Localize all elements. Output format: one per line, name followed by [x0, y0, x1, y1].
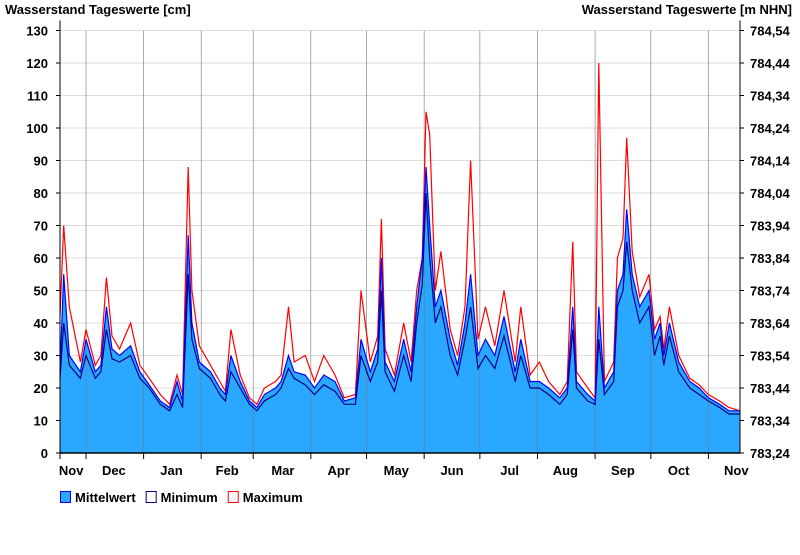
y-tick-label-left: 100 [26, 121, 48, 136]
x-month-label: Sep [611, 463, 635, 478]
y-tick-label-right: 783,94 [750, 219, 791, 234]
y-tick-label-left: 0 [41, 446, 48, 461]
mean-area [60, 167, 740, 453]
x-month-label: Feb [216, 463, 239, 478]
x-month-label: Dec [102, 463, 126, 478]
y-tick-label-left: 10 [34, 414, 48, 429]
legend-label: Minimum [161, 490, 218, 505]
maximum-line [59, 62, 741, 412]
y-tick-label-right: 784,04 [750, 186, 791, 201]
mean-line [59, 166, 740, 412]
y-tick-label-right: 783,24 [750, 446, 791, 461]
y-tick-label-right: 784,44 [750, 56, 791, 71]
legend-swatch [60, 491, 71, 503]
y-tick-label-left: 60 [34, 251, 48, 266]
y-tick-label-right: 783,54 [750, 349, 791, 364]
x-month-label: May [384, 463, 410, 478]
y-tick-label-left: 80 [34, 186, 48, 201]
y-tick-label-left: 20 [34, 381, 48, 396]
y-tick-label-left: 110 [27, 89, 48, 104]
x-month-label: Mar [271, 463, 294, 478]
y-tick-label-right: 783,84 [750, 251, 791, 266]
x-month-label: Apr [327, 463, 349, 478]
minimum-line [59, 192, 740, 415]
y-tick-label-left: 50 [34, 284, 48, 299]
legend-label: Maximum [243, 490, 303, 505]
legend-swatch [227, 491, 239, 503]
x-month-label: Oct [668, 463, 690, 478]
y-tick-label-left: 70 [34, 219, 48, 234]
y-tick-label-right: 784,14 [750, 154, 791, 169]
y-tick-label-right: 784,24 [750, 121, 791, 136]
title-left: Wasserstand Tageswerte [cm] [5, 2, 191, 17]
y-tick-label-right: 783,64 [750, 316, 791, 331]
y-tick-label-right: 783,34 [750, 414, 791, 429]
x-month-label: Nov [59, 463, 84, 478]
x-month-label: Jun [440, 463, 463, 478]
x-month-label: Jul [500, 463, 519, 478]
x-month-label: Jan [160, 463, 182, 478]
y-tick-label-right: 784,54 [750, 24, 791, 39]
y-tick-label-left: 120 [26, 56, 48, 71]
title-right: Wasserstand Tageswerte [m NHN] [582, 2, 792, 17]
y-tick-label-right: 783,44 [750, 381, 791, 396]
legend-label: Mittelwert [75, 490, 136, 505]
y-tick-label-right: 784,34 [750, 89, 791, 104]
y-tick-label-right: 783,74 [750, 284, 791, 299]
legend-swatch [145, 491, 157, 503]
y-tick-label-left: 90 [34, 154, 48, 169]
y-tick-label-left: 130 [26, 24, 48, 39]
x-month-label: Aug [553, 463, 578, 478]
y-tick-label-left: 30 [34, 349, 48, 364]
x-month-label: Nov [724, 463, 749, 478]
y-tick-label-left: 40 [34, 316, 48, 331]
